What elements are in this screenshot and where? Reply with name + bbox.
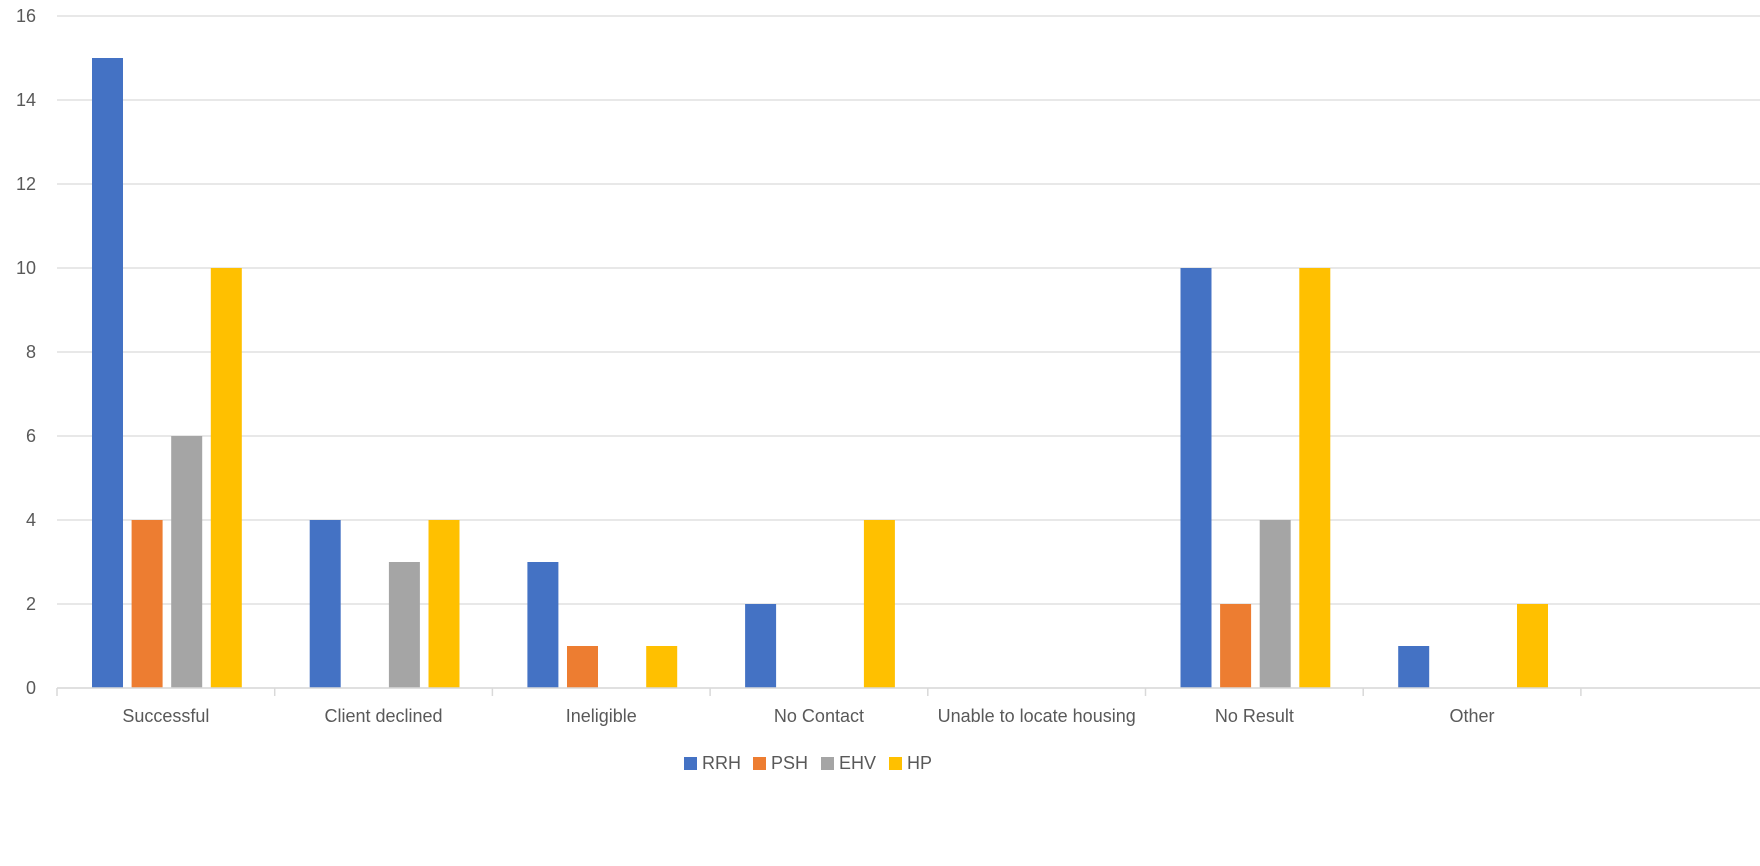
- bar-rrh-2: [527, 562, 559, 688]
- gridlines: [57, 15, 1760, 689]
- x-category-label: Unable to locate housing: [938, 706, 1136, 726]
- x-category-label: Successful: [122, 706, 209, 726]
- legend-swatch-hp: [889, 757, 902, 770]
- y-tick-label: 2: [26, 594, 36, 614]
- bars: [92, 58, 1548, 688]
- legend-swatch-rrh: [684, 757, 697, 770]
- y-tick-label: 12: [16, 174, 36, 194]
- y-tick-label: 10: [16, 258, 36, 278]
- bar-ehv-1: [388, 562, 420, 688]
- bar-psh-5: [1220, 604, 1252, 688]
- y-tick-label: 8: [26, 342, 36, 362]
- legend: RRH PSH EHV HP: [684, 753, 932, 773]
- bar-ehv-0: [171, 436, 203, 688]
- bar-rrh-6: [1398, 646, 1430, 688]
- legend-label-psh: PSH: [771, 753, 808, 773]
- x-category-label: No Contact: [774, 706, 864, 726]
- x-axis: Successful Client declined Ineligible No Co…: [56, 687, 1760, 726]
- x-category-label: Other: [1450, 706, 1495, 726]
- bar-hp-5: [1299, 268, 1331, 688]
- bar-rrh-0: [92, 58, 123, 688]
- bar-hp-6: [1517, 604, 1548, 688]
- bar-ehv-5: [1259, 520, 1291, 688]
- bar-rrh-5: [1180, 268, 1212, 688]
- y-axis-ticks: 0 2 4 6 8 10 12 14 16: [16, 6, 36, 698]
- bar-rrh-1: [309, 520, 341, 688]
- bar-psh-2: [567, 646, 598, 688]
- legend-label-rrh: RRH: [702, 753, 741, 773]
- bar-rrh-3: [745, 604, 777, 688]
- y-tick-label: 16: [16, 6, 36, 26]
- y-tick-label: 0: [26, 678, 36, 698]
- bar-hp-3: [863, 520, 895, 688]
- y-tick-label: 14: [16, 90, 36, 110]
- legend-label-hp: HP: [907, 753, 932, 773]
- legend-swatch-ehv: [821, 757, 834, 770]
- x-category-label: Client declined: [325, 706, 443, 726]
- y-tick-label: 6: [26, 426, 36, 446]
- x-category-label: No Result: [1215, 706, 1294, 726]
- x-category-label: Ineligible: [566, 706, 637, 726]
- bar-hp-1: [428, 520, 460, 688]
- bar-hp-2: [646, 646, 678, 688]
- legend-swatch-psh: [753, 757, 766, 770]
- bar-psh-0: [131, 520, 163, 688]
- legend-label-ehv: EHV: [839, 753, 876, 773]
- bar-hp-0: [210, 268, 242, 688]
- y-tick-label: 4: [26, 510, 36, 530]
